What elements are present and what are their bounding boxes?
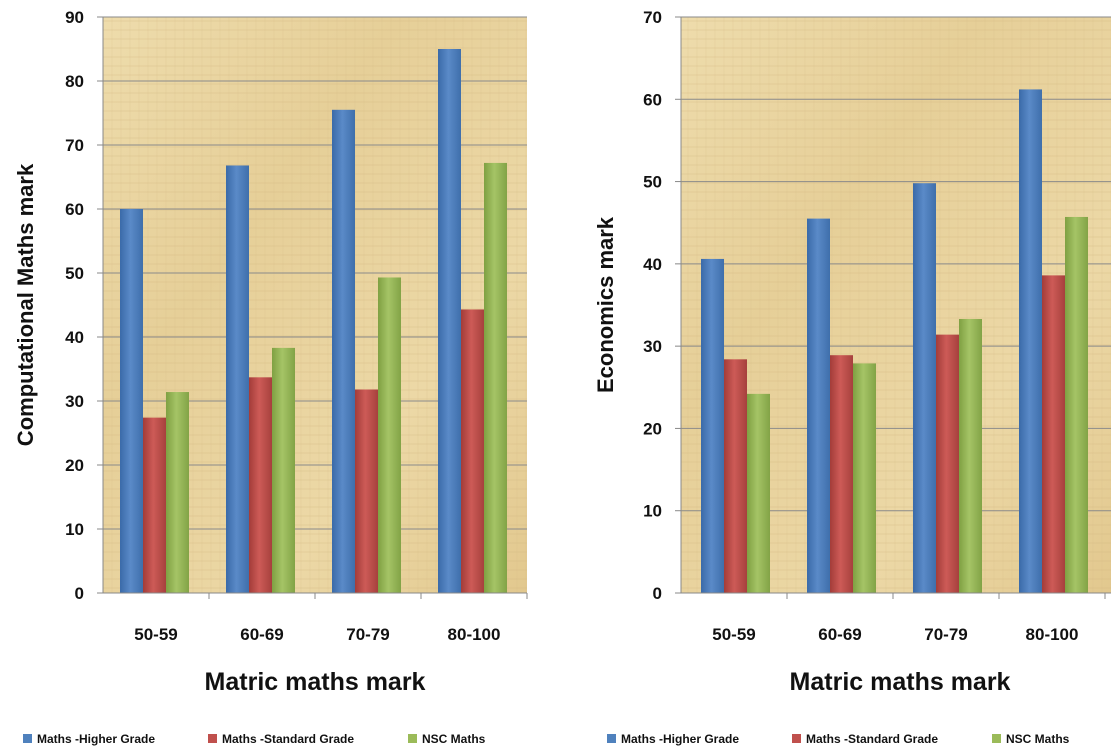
y-tick-label: 70	[643, 8, 662, 27]
legend-label: Maths -Higher Grade	[37, 732, 155, 746]
bar-maths-standard-grade-80-100	[1042, 275, 1065, 593]
legend-swatch	[607, 734, 616, 743]
bars	[120, 49, 507, 594]
legend-swatch	[792, 734, 801, 743]
x-tick-label: 80-100	[1026, 625, 1079, 644]
legend-swatch	[23, 734, 32, 743]
legend-label: NSC Maths	[1006, 732, 1070, 746]
legend: Maths -Higher Grade Maths -Standard Grade…	[607, 732, 1070, 746]
bar-maths-standard-grade-70-79	[355, 389, 378, 593]
bar-nsc-maths-80-100	[484, 162, 507, 594]
y-tick-label: 0	[653, 584, 662, 603]
bar-maths-higher-grade-70-79	[332, 109, 355, 594]
x-tick-label: 60-69	[818, 625, 861, 644]
bar-maths-standard-grade-70-79	[936, 334, 959, 593]
y-tick-label: 10	[643, 502, 662, 521]
bars	[701, 89, 1088, 593]
bar-maths-standard-grade-80-100	[461, 309, 484, 593]
x-tick-label: 50-59	[712, 625, 755, 644]
bar-maths-higher-grade-60-69	[807, 218, 830, 593]
y-tick-label: 90	[65, 8, 84, 27]
y-tick-label: 20	[643, 419, 662, 438]
chart-economics: 0 10 20 30 40 50 60 70 50-59 60-69 70-79 80-100 Ec…	[593, 8, 1111, 746]
y-axis-label: Computational Maths mark	[13, 163, 38, 446]
x-tick-label: 50-59	[134, 625, 177, 644]
y-tick-label: 10	[65, 520, 84, 539]
legend-swatch	[408, 734, 417, 743]
bar-nsc-maths-50-59	[166, 392, 189, 593]
y-tick-label: 60	[643, 90, 662, 109]
x-tick-label: 70-79	[346, 625, 389, 644]
bar-maths-standard-grade-60-69	[249, 377, 272, 593]
x-tick-label: 60-69	[240, 625, 283, 644]
chart-computational-maths: 0 10 20 30 40 50 60 70 80 90 50-59 60-69 70-79 80-10…	[13, 8, 528, 746]
bar-nsc-maths-60-69	[853, 363, 876, 593]
y-tick-label: 50	[643, 173, 662, 192]
x-tick-labels: 50-59 60-69 70-79 80-100	[134, 593, 528, 644]
bar-nsc-maths-70-79	[959, 318, 982, 593]
bar-maths-higher-grade-50-59	[120, 209, 143, 593]
x-tick-label: 80-100	[448, 625, 501, 644]
y-tick-labels: 0 10 20 30 40 50 60 70	[643, 8, 662, 603]
y-tick-label: 50	[65, 264, 84, 283]
bar-nsc-maths-70-79	[378, 277, 401, 593]
y-axis-label: Economics mark	[593, 216, 618, 393]
bar-maths-standard-grade-60-69	[830, 355, 853, 593]
y-tick-label: 0	[75, 584, 84, 603]
bar-nsc-maths-50-59	[747, 393, 770, 593]
x-tick-label: 70-79	[924, 625, 967, 644]
y-tick-labels: 0 10 20 30 40 50 60 70 80 90	[65, 8, 84, 603]
bar-maths-higher-grade-50-59	[701, 258, 724, 593]
legend-swatch	[208, 734, 217, 743]
y-tick-label: 30	[65, 392, 84, 411]
y-tick-label: 20	[65, 456, 84, 475]
x-axis-label: Matric maths mark	[790, 668, 1011, 696]
legend-swatch	[992, 734, 1001, 743]
bar-nsc-maths-60-69	[272, 347, 295, 593]
y-tick-label: 80	[65, 72, 84, 91]
bar-nsc-maths-80-100	[1065, 216, 1088, 593]
bar-maths-standard-grade-50-59	[143, 417, 166, 593]
y-tick-label: 70	[65, 136, 84, 155]
bar-maths-higher-grade-80-100	[438, 49, 461, 593]
legend: Maths -Higher Grade Maths -Standard Grade…	[23, 732, 486, 746]
x-tick-labels: 50-59 60-69 70-79 80-100	[712, 593, 1106, 644]
y-tick-label: 30	[643, 337, 662, 356]
y-tick-label: 60	[65, 200, 84, 219]
bar-maths-standard-grade-50-59	[724, 359, 747, 593]
bar-maths-higher-grade-80-100	[1019, 89, 1042, 593]
legend-label: Maths -Standard Grade	[222, 732, 354, 746]
legend-label: NSC Maths	[422, 732, 486, 746]
bar-maths-higher-grade-70-79	[913, 183, 936, 593]
y-tick-label: 40	[643, 255, 662, 274]
bar-maths-higher-grade-60-69	[226, 165, 249, 594]
x-axis-label: Matric maths mark	[205, 668, 426, 696]
legend-label: Maths -Standard Grade	[806, 732, 938, 746]
legend-label: Maths -Higher Grade	[621, 732, 739, 746]
y-tick-label: 40	[65, 328, 84, 347]
